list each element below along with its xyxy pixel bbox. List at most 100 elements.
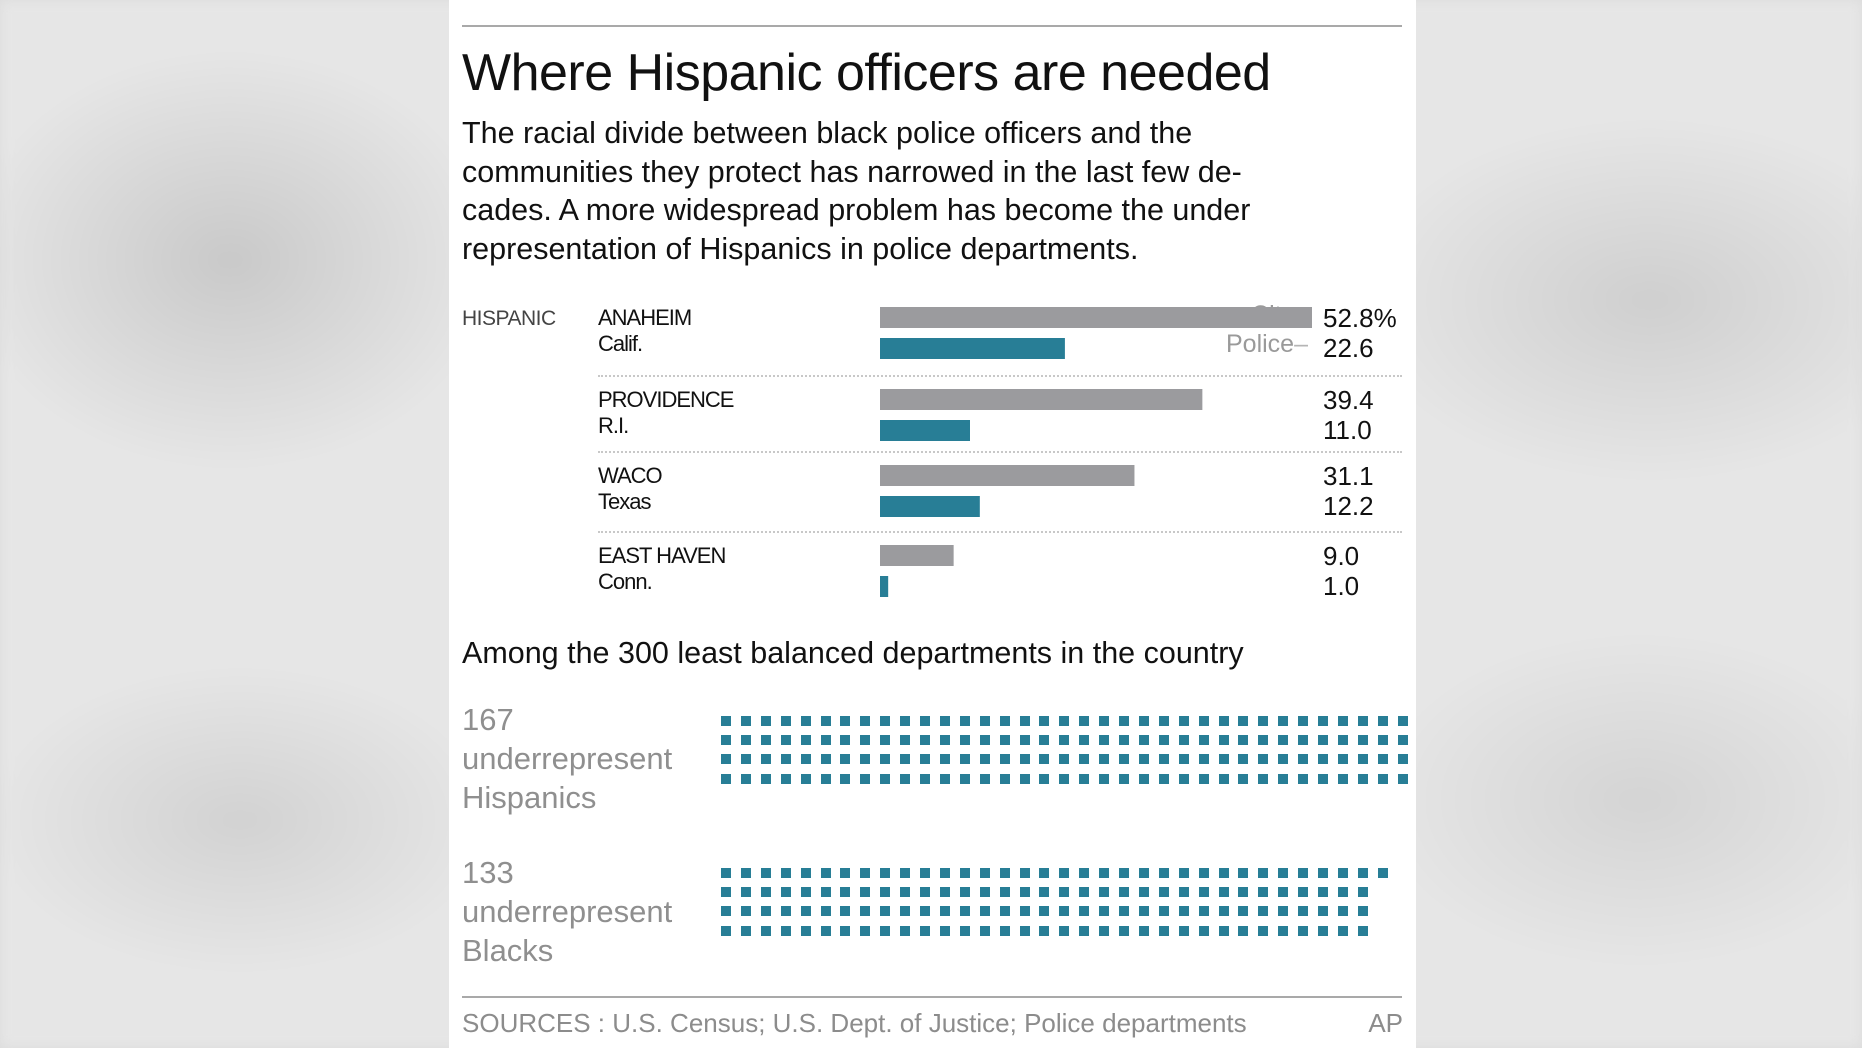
department-dot-hispanics xyxy=(880,773,891,784)
department-dot-blacks xyxy=(1039,868,1050,878)
department-dot-blacks xyxy=(1019,906,1030,917)
department-dot-blacks xyxy=(1158,925,1169,936)
city-value-label: 31.1 xyxy=(1323,461,1374,491)
department-dot-blacks xyxy=(840,868,851,878)
department-dot-hispanics xyxy=(740,716,751,726)
department-dot-blacks xyxy=(1059,906,1070,917)
department-dot-blacks xyxy=(740,906,751,917)
department-dot-blacks xyxy=(800,925,811,936)
group-blacks-count: 133 xyxy=(462,855,514,890)
department-dot-hispanics xyxy=(780,773,791,784)
state-name: Texas xyxy=(598,489,651,514)
department-dot-blacks xyxy=(979,906,990,917)
department-dot-hispanics xyxy=(1337,716,1348,726)
department-dot-hispanics xyxy=(1198,754,1209,765)
sources-note: SOURCES : U.S. Census; U.S. Dept. of Jus… xyxy=(462,1008,1247,1038)
department-dot-hispanics xyxy=(800,754,811,765)
city-name: EAST HAVEN xyxy=(598,543,726,568)
department-dot-hispanics xyxy=(999,754,1010,765)
credit-label: AP xyxy=(1368,1008,1403,1038)
department-dot-blacks xyxy=(780,868,791,878)
city-name: ANAHEIM xyxy=(598,305,692,330)
department-dot-blacks xyxy=(939,868,950,878)
department-dot-blacks xyxy=(1138,868,1149,878)
police-bar xyxy=(880,420,970,441)
department-dot-hispanics xyxy=(979,773,990,784)
department-dot-blacks xyxy=(800,868,811,878)
department-dot-blacks xyxy=(1238,906,1249,917)
department-dot-hispanics xyxy=(780,754,791,765)
department-dot-blacks xyxy=(840,887,851,898)
group-blacks-verb: underrepresent xyxy=(462,894,673,929)
group-blacks-noun: Blacks xyxy=(462,933,554,968)
city-bar xyxy=(880,545,954,566)
police-value-label: 12.2 xyxy=(1323,491,1374,521)
department-dot-blacks xyxy=(1059,887,1070,898)
department-dot-hispanics xyxy=(900,773,911,784)
department-dot-blacks xyxy=(820,925,831,936)
department-dot-blacks xyxy=(1079,925,1090,936)
department-dot-hispanics xyxy=(1079,735,1090,746)
police-value-label: 1.0 xyxy=(1323,571,1360,601)
department-dot-blacks xyxy=(860,906,871,917)
department-dot-blacks xyxy=(1158,906,1169,917)
department-dot-blacks xyxy=(979,887,990,898)
department-dot-hispanics xyxy=(721,716,731,726)
department-dot-blacks xyxy=(959,887,970,898)
department-dot-hispanics xyxy=(820,754,831,765)
department-dot-hispanics xyxy=(1198,735,1209,746)
department-dot-hispanics xyxy=(1059,754,1070,765)
department-dot-hispanics xyxy=(1397,754,1408,765)
department-dot-hispanics xyxy=(1138,735,1149,746)
department-dot-blacks xyxy=(740,868,751,878)
department-dot-hispanics xyxy=(1119,716,1129,726)
department-dot-blacks xyxy=(1138,906,1149,917)
department-dot-hispanics xyxy=(959,735,970,746)
group-hispanics-label: 167 underrepresent Hispanics xyxy=(462,700,672,817)
department-dot-blacks xyxy=(721,906,731,917)
department-dot-blacks xyxy=(1278,925,1289,936)
department-dot-hispanics xyxy=(860,773,871,784)
department-dot-hispanics xyxy=(920,754,930,765)
department-dot-hispanics xyxy=(1019,773,1030,784)
police-value-label: 11.0 xyxy=(1323,415,1372,445)
department-dot-blacks xyxy=(840,925,851,936)
department-dot-blacks xyxy=(1318,925,1328,936)
department-dot-hispanics xyxy=(939,754,950,765)
department-dot-blacks xyxy=(780,887,791,898)
chart-title: Where Hispanic officers are needed xyxy=(462,44,1271,102)
department-dot-hispanics xyxy=(1318,716,1328,726)
department-dot-blacks xyxy=(920,887,930,898)
department-dot-blacks xyxy=(1198,868,1209,878)
department-dot-hispanics xyxy=(939,735,950,746)
department-dot-blacks xyxy=(939,906,950,917)
department-dot-hispanics xyxy=(740,773,751,784)
department-dot-blacks xyxy=(920,868,930,878)
bar-chart: HISPANIC City– Police– ANAHEIMCalif.52.8… xyxy=(449,0,1416,620)
department-dot-hispanics xyxy=(820,773,831,784)
department-dot-hispanics xyxy=(1158,735,1169,746)
department-dot-blacks xyxy=(820,887,831,898)
department-dot-blacks xyxy=(1337,887,1348,898)
department-dot-hispanics xyxy=(920,773,930,784)
department-dot-hispanics xyxy=(1258,754,1269,765)
department-dot-hispanics xyxy=(1218,716,1229,726)
department-dot-blacks xyxy=(1039,887,1050,898)
department-dot-hispanics xyxy=(1059,735,1070,746)
department-dot-hispanics xyxy=(760,716,771,726)
department-dot-hispanics xyxy=(820,716,831,726)
department-dot-blacks xyxy=(900,906,911,917)
department-dot-hispanics xyxy=(1357,735,1368,746)
department-dot-hispanics xyxy=(1318,773,1328,784)
department-dot-hispanics xyxy=(1258,773,1269,784)
department-dot-hispanics xyxy=(1397,735,1408,746)
department-dot-blacks xyxy=(760,887,771,898)
department-dot-hispanics xyxy=(1119,735,1129,746)
department-dot-hispanics xyxy=(1298,773,1309,784)
department-dot-blacks xyxy=(780,925,791,936)
department-dot-hispanics xyxy=(959,754,970,765)
department-dot-blacks xyxy=(920,925,930,936)
department-dot-blacks xyxy=(1059,868,1070,878)
department-dot-blacks xyxy=(900,868,911,878)
department-dot-blacks xyxy=(1318,906,1328,917)
